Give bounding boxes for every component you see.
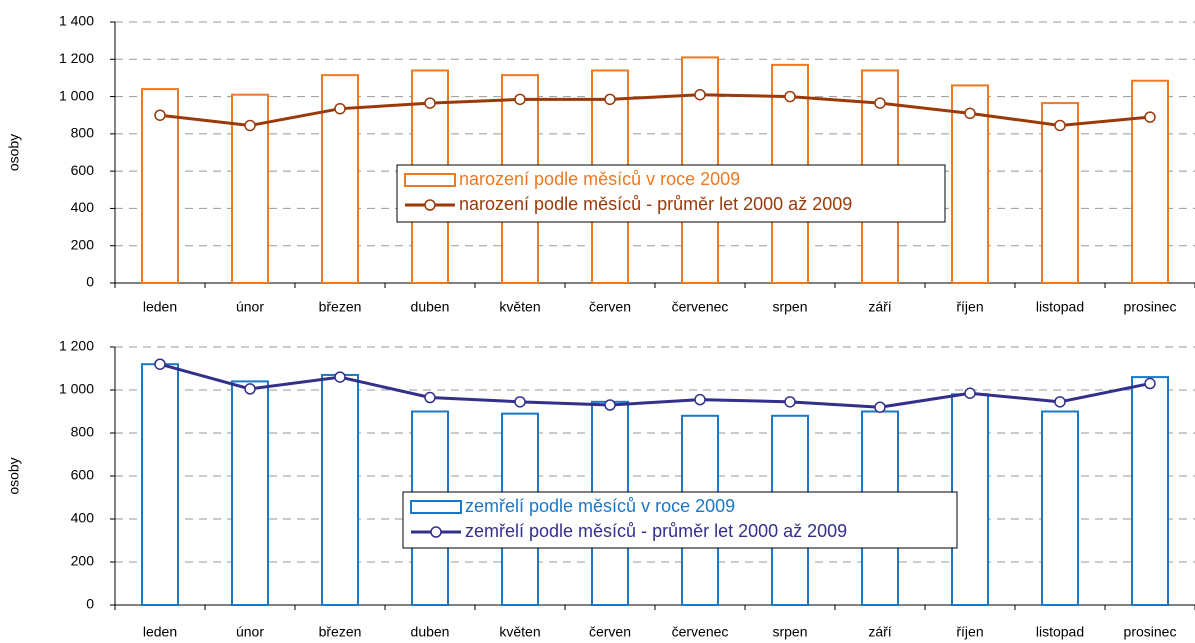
x-tick-label: září bbox=[868, 299, 891, 315]
y-tick-label: 1 200 bbox=[59, 50, 94, 66]
point bbox=[514, 93, 526, 106]
point bbox=[334, 371, 346, 383]
line bbox=[159, 93, 1151, 127]
legend bbox=[402, 491, 958, 549]
x-tick-label: červen bbox=[589, 299, 631, 315]
point bbox=[424, 391, 436, 404]
y-tick-label: 600 bbox=[71, 467, 95, 483]
point bbox=[334, 102, 346, 115]
x-tick-label: červenec bbox=[672, 299, 729, 315]
point bbox=[694, 393, 706, 406]
x-tick-label: leden bbox=[143, 624, 177, 640]
legend-swatch bbox=[410, 500, 462, 514]
point bbox=[964, 107, 976, 120]
point bbox=[154, 358, 166, 370]
point bbox=[424, 97, 436, 109]
point bbox=[874, 97, 886, 109]
bar bbox=[1131, 79, 1169, 284]
x-tick-label: únor bbox=[236, 299, 264, 315]
y-tick-label: 0 bbox=[86, 596, 94, 612]
x-tick-label: říjen bbox=[956, 299, 983, 315]
y-tick-label: 800 bbox=[71, 125, 95, 141]
legend-label: narození podle měsíců v roce 2009 bbox=[459, 169, 740, 189]
point bbox=[1144, 111, 1156, 123]
x-tick-label: prosinec bbox=[1124, 624, 1177, 640]
x-tick-label: březen bbox=[319, 624, 362, 640]
x-tick-label: září bbox=[868, 624, 891, 640]
y-tick-label: 200 bbox=[71, 553, 95, 569]
x-tick-label: srpen bbox=[772, 299, 807, 315]
x-tick-label: červen bbox=[589, 624, 631, 640]
y-tick-label: 1 200 bbox=[59, 338, 94, 354]
y-tick-label: 0 bbox=[86, 274, 94, 290]
y-tick-label: 1 000 bbox=[59, 381, 94, 397]
y-tick-label: 1 400 bbox=[59, 13, 94, 29]
x-tick-label: květen bbox=[499, 299, 540, 315]
bar bbox=[321, 373, 359, 607]
y-tick-label: 400 bbox=[71, 199, 95, 215]
bar bbox=[1041, 410, 1079, 606]
y-tick-label: 200 bbox=[71, 236, 95, 252]
point bbox=[514, 396, 526, 408]
x-tick-label: leden bbox=[143, 299, 177, 315]
point bbox=[1054, 119, 1066, 132]
x-tick-label: únor bbox=[236, 624, 264, 640]
point bbox=[1054, 396, 1066, 408]
point bbox=[244, 119, 256, 132]
bar bbox=[231, 380, 269, 606]
legend-marker bbox=[430, 526, 442, 538]
legend-label: zemřelí podle měsíců v roce 2009 bbox=[465, 496, 735, 516]
x-tick-label: duben bbox=[411, 624, 450, 640]
legend bbox=[396, 164, 946, 223]
x-tick-label: listopad bbox=[1036, 624, 1084, 640]
point bbox=[784, 90, 796, 103]
x-tick-label: duben bbox=[411, 299, 450, 315]
point bbox=[604, 93, 616, 106]
point bbox=[244, 383, 256, 395]
legend-label: narození podle měsíců - průměr let 2000 … bbox=[459, 194, 852, 214]
y-axis-label: osoby bbox=[6, 134, 22, 171]
point bbox=[784, 396, 796, 408]
legend-marker bbox=[424, 199, 436, 211]
y-tick-label: 1 000 bbox=[59, 87, 94, 103]
point bbox=[604, 399, 616, 411]
x-tick-label: listopad bbox=[1036, 299, 1084, 315]
point bbox=[694, 88, 706, 101]
point bbox=[154, 109, 166, 121]
y-tick-label: 400 bbox=[71, 510, 95, 526]
y-tick-label: 800 bbox=[71, 424, 95, 440]
bar bbox=[1041, 102, 1079, 284]
legend-swatch bbox=[404, 173, 456, 187]
x-tick-label: červenec bbox=[672, 624, 729, 640]
x-tick-label: srpen bbox=[772, 624, 807, 640]
x-tick-label: květen bbox=[499, 624, 540, 640]
y-tick-label: 600 bbox=[71, 162, 95, 178]
bar bbox=[141, 363, 179, 607]
point bbox=[874, 401, 886, 413]
bar bbox=[141, 88, 179, 284]
point bbox=[1144, 377, 1156, 390]
legend-label: zemřelí podle měsíců - průměr let 2000 a… bbox=[465, 521, 847, 541]
y-axis-label: osoby bbox=[6, 457, 22, 494]
x-tick-label: březen bbox=[319, 299, 362, 315]
bar bbox=[1131, 376, 1169, 606]
x-tick-label: prosinec bbox=[1124, 299, 1177, 315]
point bbox=[964, 387, 976, 399]
line bbox=[159, 362, 1151, 409]
x-tick-label: říjen bbox=[956, 624, 983, 640]
